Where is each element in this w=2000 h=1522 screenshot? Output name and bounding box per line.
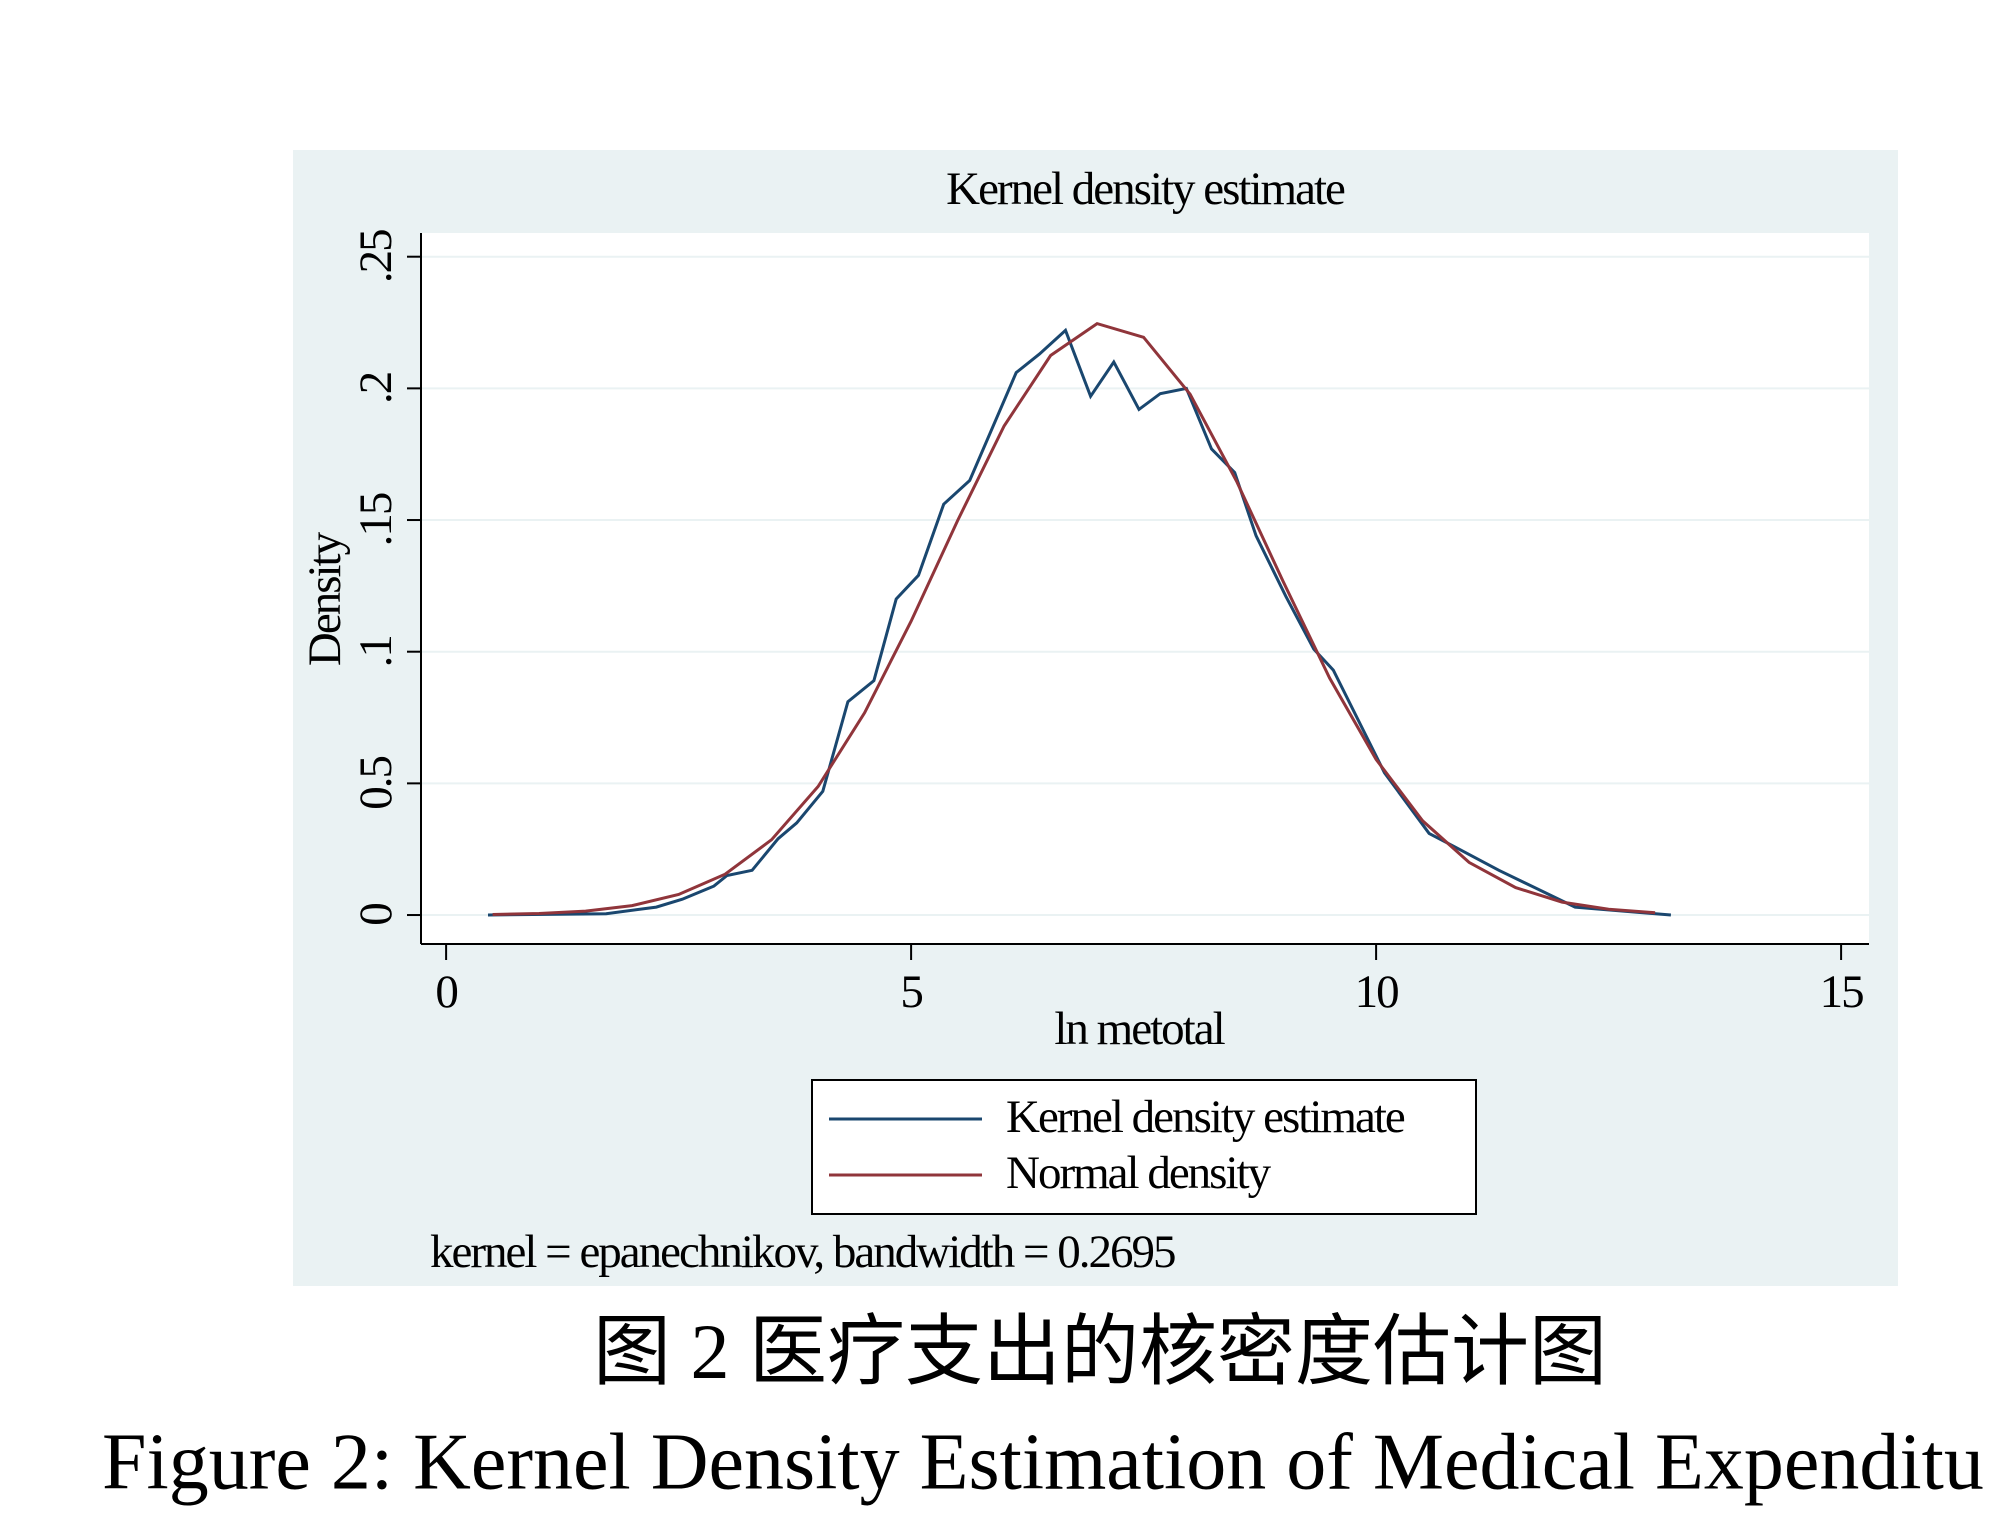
caption-zh: 图 2 医疗支出的核密度估计图 xyxy=(593,1308,1607,1395)
density-line xyxy=(492,321,1656,916)
caption-en: Figure 2: Kernel Density Estimation of M… xyxy=(102,1418,1984,1506)
legend-label: Kernel density estimate xyxy=(1006,1091,1405,1143)
x-tick-label: 0 xyxy=(435,966,457,1018)
y-tick-label: .15 xyxy=(350,493,402,546)
chart-title: Kernel density estimate xyxy=(946,163,1345,215)
x-tick-label: 5 xyxy=(900,966,922,1018)
density-line xyxy=(487,327,1672,917)
y-axis-label: Density xyxy=(299,531,351,666)
plot-area xyxy=(421,233,1869,944)
x-tick-label: 10 xyxy=(1355,966,1399,1018)
legend-box xyxy=(811,1079,1477,1215)
legend-label: Normal density xyxy=(1006,1147,1272,1199)
y-tick-label: 0 xyxy=(350,904,402,926)
plot: 0 0.5 .1 .15 .2 .25 0 5 10 15 Kernel density estim… xyxy=(350,230,1869,1199)
chart-note: kernel = epanechnikov, bandwidth = 0.269… xyxy=(430,1226,1175,1278)
y-tick-label: .25 xyxy=(350,230,402,283)
x-tick-label: 15 xyxy=(1820,966,1864,1018)
y-tick-label: .1 xyxy=(350,636,402,667)
y-tick-label: 0.5 xyxy=(350,756,402,809)
x-axis-label: ln metotal xyxy=(1054,1003,1225,1055)
y-tick-label: .2 xyxy=(350,373,402,404)
